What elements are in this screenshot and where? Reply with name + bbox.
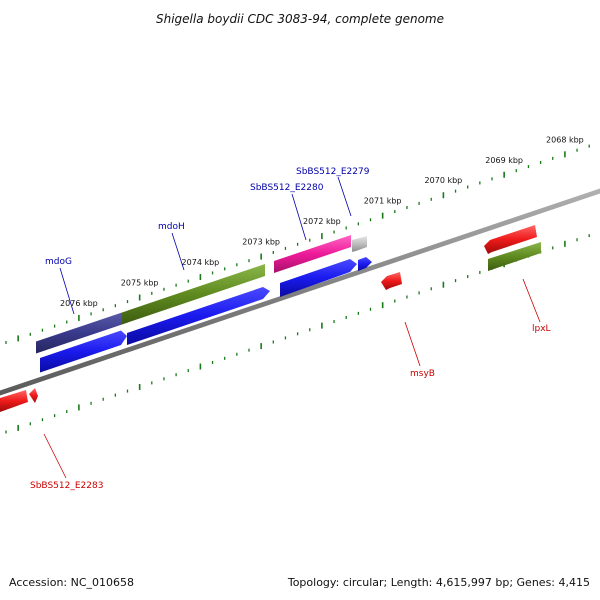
cds-SbBS512_E2280[interactable] <box>280 259 357 297</box>
gene-mdoH[interactable] <box>122 264 265 325</box>
cds-mdoH[interactable] <box>127 287 270 345</box>
leader-SbBS512_E2279 <box>337 176 352 217</box>
backbone-line <box>0 188 600 396</box>
genome-backbone <box>0 188 600 396</box>
cds-mdoG[interactable] <box>40 330 127 373</box>
tick-label: 2075 kbp <box>121 278 159 287</box>
gene-label[interactable]: mdoH <box>158 222 185 232</box>
gene-labels: mdoG mdoH SbBS512_E2280 SbBS512_E2279 ms… <box>30 167 551 491</box>
cds-lpxL[interactable] <box>488 242 541 271</box>
gene-label[interactable]: mdoG <box>45 257 72 267</box>
gene-features <box>0 225 541 412</box>
gene-SbBS512_E2280[interactable] <box>274 235 351 273</box>
gene-SbBS512_E2283-end[interactable] <box>29 388 38 403</box>
gene-mdoG[interactable] <box>36 312 122 354</box>
genome-summary-text: Topology: circular; Length: 4,615,997 bp… <box>287 576 590 589</box>
tick-label: 2069 kbp <box>485 156 523 165</box>
leader-msyB <box>404 321 421 367</box>
gene-label[interactable]: SbBS512_E2283 <box>30 481 103 491</box>
gene-label[interactable]: SbBS512_E2280 <box>250 183 324 193</box>
tick-label: 2068 kbp <box>546 135 584 144</box>
leader-SbBS512_E2283 <box>43 433 67 479</box>
tick-label: 2071 kbp <box>364 197 402 206</box>
tick-label: 2070 kbp <box>425 176 463 185</box>
leader-SbBS512_E2280 <box>291 193 307 241</box>
tick-label: 2073 kbp <box>242 238 280 247</box>
gene-label[interactable]: SbBS512_E2279 <box>296 167 370 177</box>
leader-lpxL <box>522 278 541 323</box>
gene-SbBS512_E2279[interactable] <box>352 236 367 252</box>
leader-mdoG <box>59 267 75 315</box>
gene-label[interactable]: msyB <box>410 369 435 379</box>
label-leaders <box>43 176 541 479</box>
tick-label: 2076 kbp <box>60 299 98 308</box>
tick-label: 2072 kbp <box>303 217 341 226</box>
gene-SbBS512_E2283[interactable] <box>0 390 28 412</box>
map-title: Shigella boydii CDC 3083-94, complete ge… <box>156 12 444 26</box>
accession-text: Accession: NC_010658 <box>9 576 134 589</box>
gene-lpxL[interactable] <box>484 225 537 254</box>
gene-msyB[interactable] <box>381 272 402 290</box>
gene-label[interactable]: lpxL <box>532 324 551 334</box>
tick-labels: 2076 kbp 2075 kbp 2074 kbp 2073 kbp 2072 kbp… <box>60 135 584 308</box>
tick-label: 2074 kbp <box>182 258 220 267</box>
leader-mdoH <box>171 232 185 271</box>
cds-SbBS512_E2279[interactable] <box>358 257 372 271</box>
